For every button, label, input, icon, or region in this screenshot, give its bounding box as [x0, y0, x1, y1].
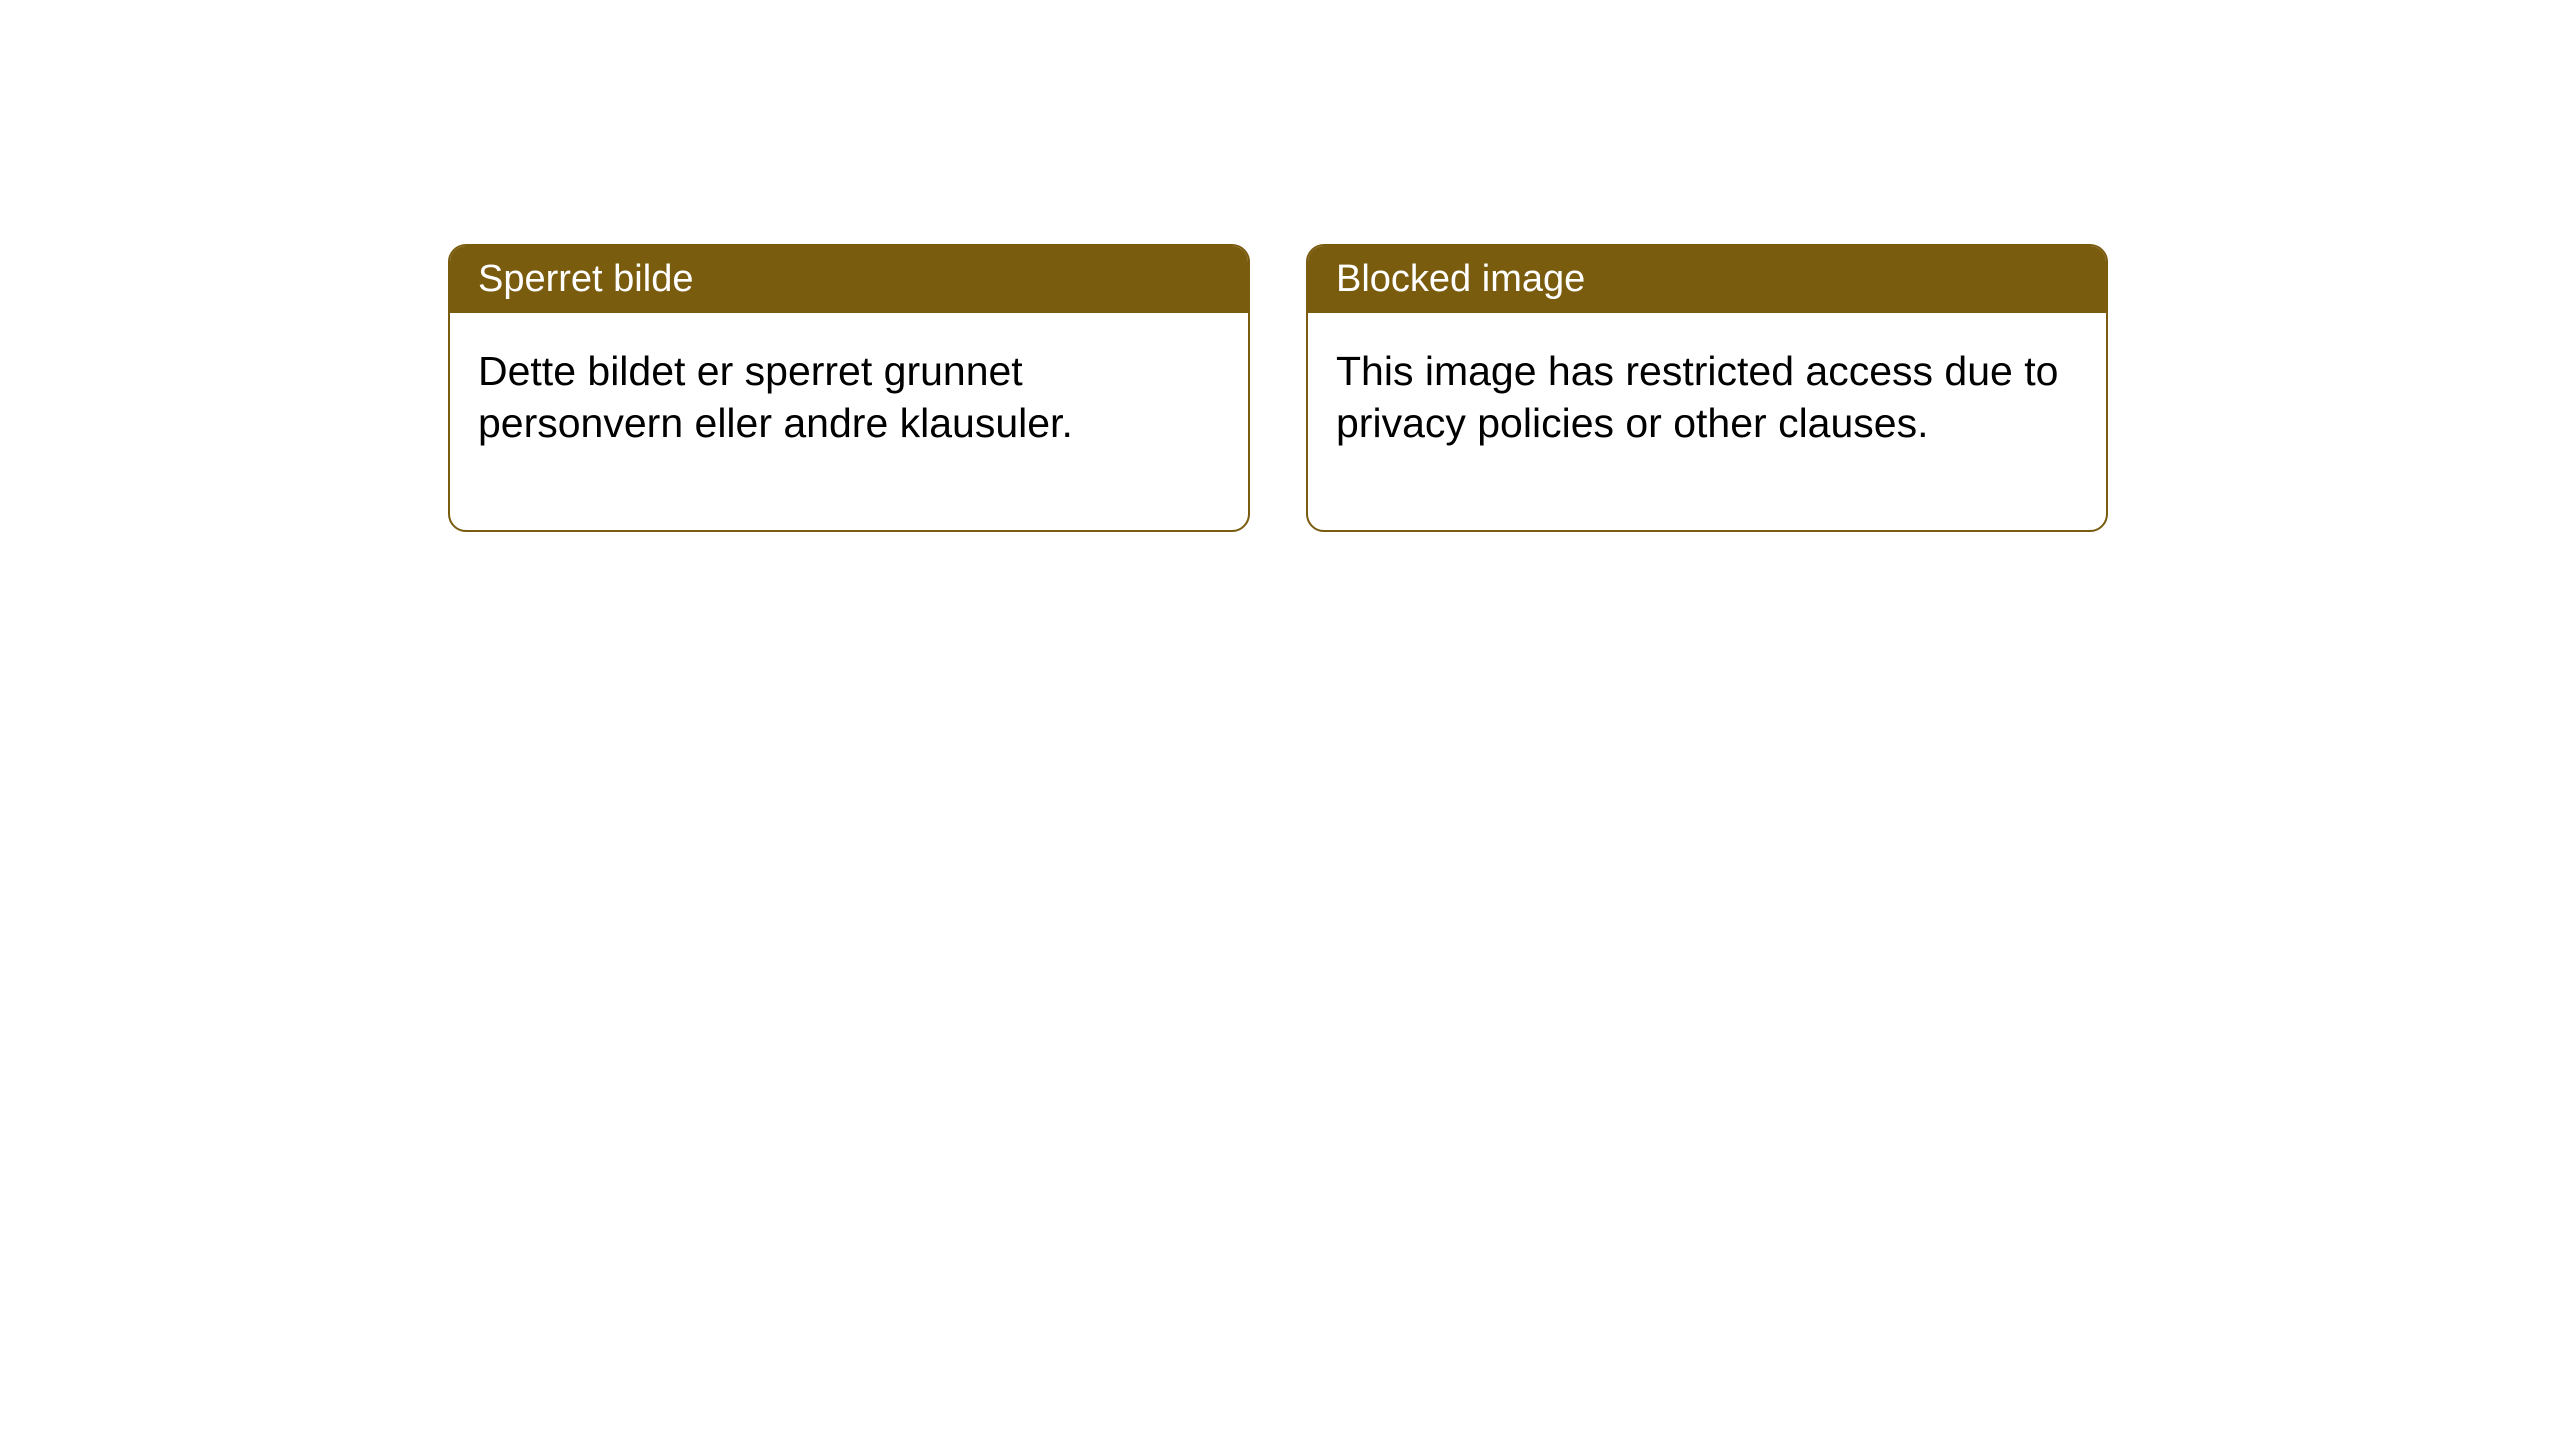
card-body: Dette bildet er sperret grunnet personve…: [450, 313, 1248, 530]
card-header: Sperret bilde: [450, 246, 1248, 313]
card-header: Blocked image: [1308, 246, 2106, 313]
notice-cards-container: Sperret bilde Dette bildet er sperret gr…: [448, 244, 2108, 532]
notice-card-english: Blocked image This image has restricted …: [1306, 244, 2108, 532]
notice-card-norwegian: Sperret bilde Dette bildet er sperret gr…: [448, 244, 1250, 532]
card-body-text: This image has restricted access due to …: [1336, 348, 2058, 446]
card-body: This image has restricted access due to …: [1308, 313, 2106, 530]
card-title: Sperret bilde: [478, 258, 693, 300]
card-title: Blocked image: [1336, 258, 1585, 300]
card-body-text: Dette bildet er sperret grunnet personve…: [478, 348, 1073, 446]
